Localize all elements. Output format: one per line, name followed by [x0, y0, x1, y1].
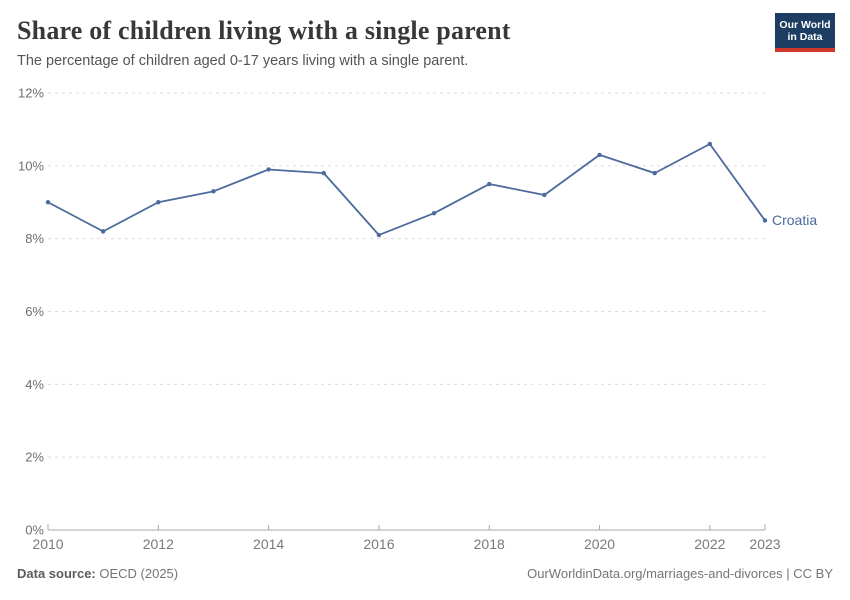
data-point-marker[interactable] — [211, 189, 216, 194]
series-label[interactable]: Croatia — [772, 212, 817, 228]
data-source-value: OECD (2025) — [95, 566, 179, 581]
chart-title: Share of children living with a single p… — [17, 16, 511, 45]
owid-citation-link[interactable]: OurWorldinData.org/marriages-and-divorce… — [527, 566, 833, 581]
data-point-marker[interactable] — [487, 181, 492, 187]
owid-logo-line1: Our World — [779, 18, 831, 31]
x-tick-label: 2010 — [32, 536, 63, 552]
x-tick-label: 2020 — [584, 536, 615, 552]
series-line[interactable] — [47, 143, 766, 236]
owid-logo-line2: in Data — [787, 30, 823, 43]
data-point-marker[interactable] — [266, 167, 271, 172]
x-tick-label: 2014 — [253, 536, 284, 552]
data-point-marker[interactable] — [321, 170, 326, 176]
data-point-marker[interactable] — [45, 200, 51, 205]
data-point-marker[interactable] — [707, 141, 713, 147]
y-tick-label: 8% — [25, 231, 44, 246]
data-point-marker[interactable] — [652, 170, 657, 176]
y-tick-label: 4% — [25, 377, 44, 392]
x-tick-label: 2016 — [363, 536, 394, 552]
data-point-marker[interactable] — [431, 210, 437, 216]
data-source-label: Data source: — [17, 566, 96, 581]
y-tick-label: 2% — [25, 450, 44, 465]
data-point-marker[interactable] — [597, 152, 602, 158]
data-point-marker[interactable] — [762, 218, 768, 223]
x-tick-label: 2018 — [474, 536, 505, 552]
chart-subtitle: The percentage of children aged 0-17 yea… — [17, 53, 469, 69]
x-tick-label: 2012 — [143, 536, 174, 552]
chart-footer: Data source: OECD (2025) OurWorldinData.… — [0, 566, 850, 581]
y-tick-label: 6% — [25, 304, 44, 319]
data-point-marker[interactable] — [376, 232, 382, 238]
x-tick-label: 2022 — [694, 536, 725, 552]
data-source: Data source: OECD (2025) — [17, 566, 178, 581]
data-point-marker[interactable] — [100, 229, 106, 234]
x-tick-label: 2023 — [749, 536, 780, 552]
y-tick-label: 10% — [18, 158, 44, 173]
data-point-marker[interactable] — [542, 192, 547, 198]
y-tick-label: 0% — [25, 523, 44, 538]
y-tick-label: 12% — [18, 86, 44, 101]
data-point-marker[interactable] — [156, 200, 161, 205]
owid-logo[interactable]: Our World in Data — [775, 13, 835, 52]
